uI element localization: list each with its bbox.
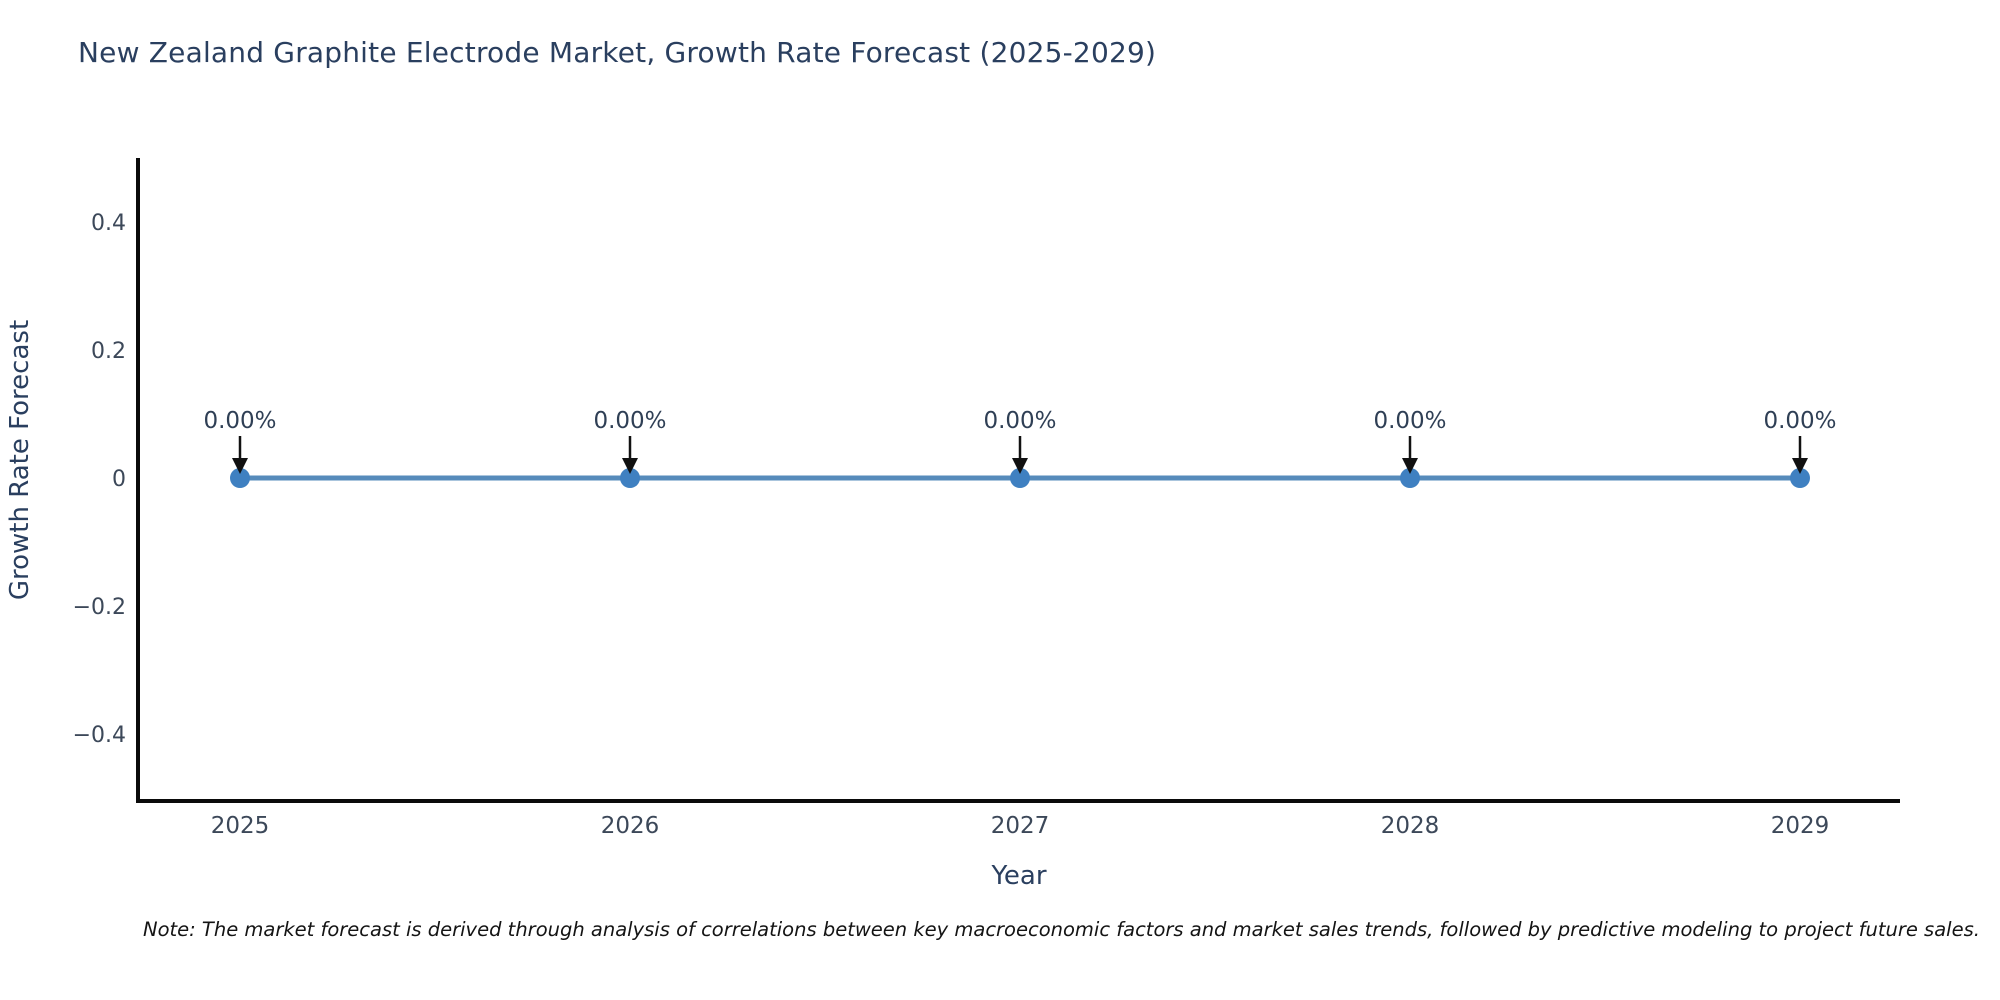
data-point-marker[interactable]: [620, 468, 640, 488]
x-axis-title: Year: [990, 861, 1046, 891]
x-tick-label: 2027: [991, 813, 1050, 839]
point-value-label: 0.00%: [593, 408, 666, 434]
y-tick-label: −0.4: [73, 723, 126, 748]
annotation-arrowhead-icon: [1792, 458, 1808, 474]
x-axis-ticks: 2025 2026 2027 2028 2029: [211, 813, 1830, 839]
y-tick-label: −0.2: [73, 595, 126, 620]
x-tick-label: 2025: [211, 813, 270, 839]
annotation-arrowhead-icon: [622, 458, 638, 474]
point-value-label: 0.00%: [983, 408, 1056, 434]
x-tick-label: 2028: [1381, 813, 1440, 839]
x-tick-label: 2029: [1771, 813, 1830, 839]
x-tick-label: 2026: [601, 813, 660, 839]
methodology-note: Note: The market forecast is derived thr…: [143, 918, 1980, 941]
data-point-marker[interactable]: [1400, 468, 1420, 488]
point-value-label: 0.00%: [1763, 408, 1836, 434]
annotation-arrowhead-icon: [232, 458, 248, 474]
y-tick-label: 0.4: [91, 211, 126, 236]
chart-title: New Zealand Graphite Electrode Market, G…: [78, 36, 1157, 69]
point-value-label: 0.00%: [1373, 408, 1446, 434]
annotation-arrowhead-icon: [1012, 458, 1028, 474]
point-value-label: 0.00%: [203, 408, 276, 434]
y-tick-label: 0.2: [91, 339, 126, 364]
data-point-marker[interactable]: [230, 468, 250, 488]
data-point-marker[interactable]: [1790, 468, 1810, 488]
annotation-arrowhead-icon: [1402, 458, 1418, 474]
y-axis-title: Growth Rate Forecast: [5, 320, 35, 600]
data-point-marker[interactable]: [1010, 468, 1030, 488]
annotation-layer: 0.00% 0.00% 0.00% 0.00% 0.00%: [203, 408, 1837, 474]
y-axis-ticks: 0.4 0.2 0 −0.2 −0.4: [73, 211, 126, 748]
series-layer: [230, 468, 1810, 488]
y-tick-label: 0: [112, 467, 126, 492]
